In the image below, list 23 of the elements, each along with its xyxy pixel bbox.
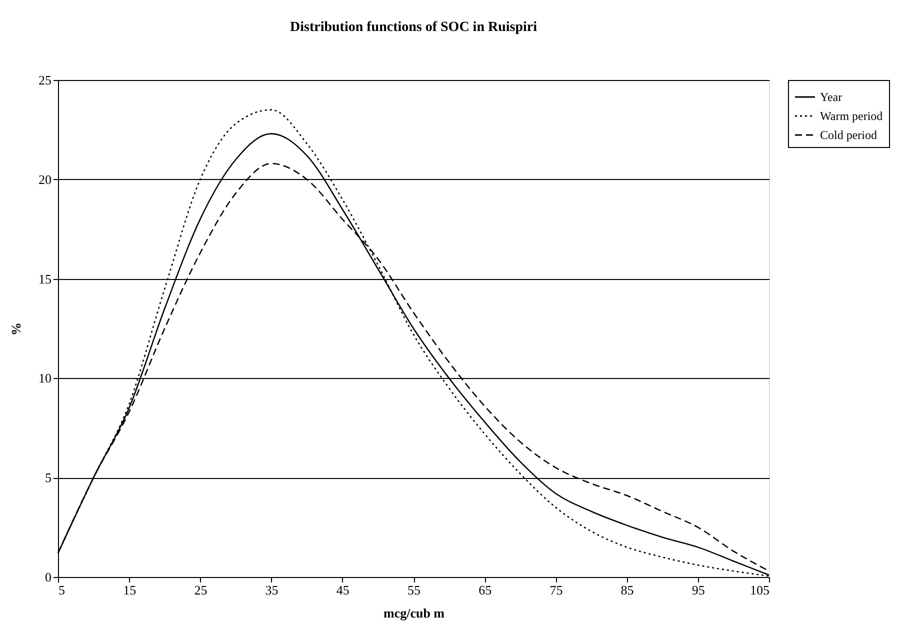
x-tick-label: 105	[750, 582, 770, 598]
x-axis-title: mcg/cub m	[383, 606, 445, 620]
y-tick-label: 25	[38, 72, 52, 88]
x-tick-label: 55	[408, 582, 420, 598]
x-tick-label: 45	[336, 582, 350, 598]
x-tick-label: 85	[620, 582, 634, 598]
y-tick-label: 0	[45, 570, 52, 584]
x-tick-label: 95	[692, 582, 705, 598]
y-tick-label: 5	[45, 470, 52, 486]
chart-title: Distribution functions of SOC in Ruispiri	[290, 20, 538, 35]
x-tick-label: 65	[478, 582, 492, 598]
y-tick-label: 15	[38, 271, 52, 286]
legend-label: Warm period	[820, 109, 883, 123]
x-tick-label: 15	[123, 582, 136, 598]
x-tick-label: 25	[194, 582, 208, 598]
y-tick-label: 20	[38, 172, 52, 187]
legend-label: Year	[820, 90, 842, 104]
x-tick-label: 5	[58, 582, 65, 598]
x-tick-label: 75	[550, 582, 563, 598]
x-tick-label: 35	[265, 582, 278, 598]
y-axis-title: %	[8, 322, 24, 336]
y-tick-label: 10	[38, 370, 52, 386]
legend-label: Cold period	[820, 128, 877, 142]
